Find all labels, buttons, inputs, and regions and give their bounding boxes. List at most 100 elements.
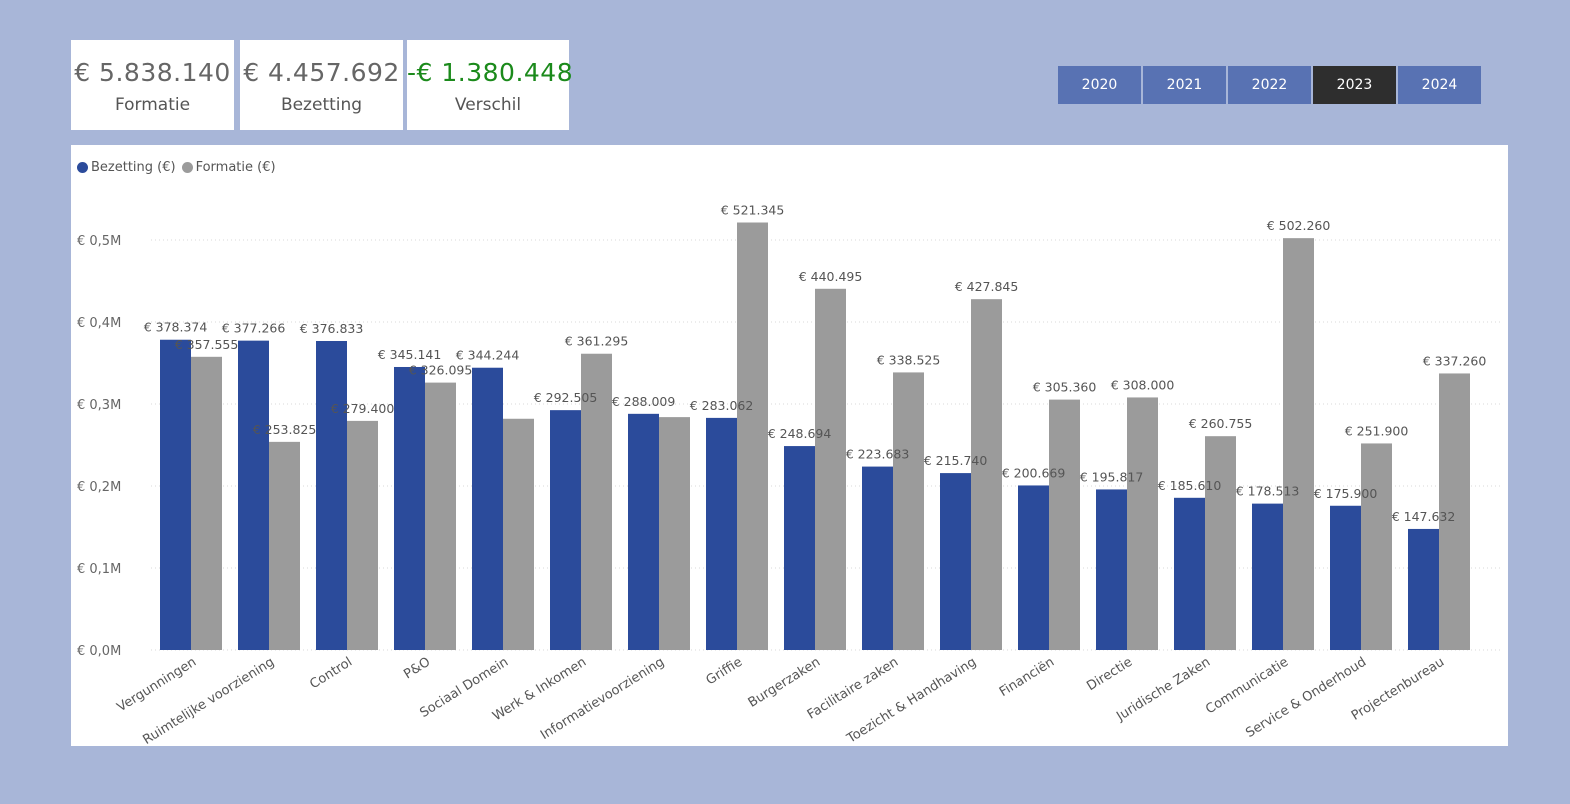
x-category-label: Toezicht & Handhaving [844,655,979,746]
legend-label-formatie: Formatie (€) [195,160,276,175]
data-label-bezetting: € 248.694 [768,426,832,441]
kpi-formatie-card: € 5.838.140 Formatie [71,40,234,130]
data-label-formatie: € 337.260 [1423,353,1487,368]
data-label-formatie: € 326.095 [409,363,473,378]
data-label-formatie: € 521.345 [721,202,785,217]
data-label-formatie: € 260.755 [1189,416,1253,431]
data-label-formatie: € 308.000 [1111,377,1175,392]
bar-bezetting [550,410,581,650]
bar-bezetting [862,466,893,650]
y-tick-label: € 0,5M [77,234,121,249]
bar-bezetting [1408,528,1439,650]
data-label-formatie: € 253.825 [253,422,317,437]
data-label-formatie: € 251.900 [1345,423,1409,438]
bar-bezetting [316,340,347,650]
bar-bezetting [628,413,659,650]
kpi-bezetting-value: € 4.457.692 [243,58,400,87]
x-category-label: Informatievoorziening [538,655,667,743]
bar-formatie [893,372,924,650]
kpi-verschil-label: Verschil [454,95,522,115]
data-label-formatie: € 502.260 [1267,218,1331,233]
x-category-label: Griffie [704,655,746,689]
bar-formatie [503,418,534,650]
year-button-2023[interactable]: 2023 [1313,66,1396,104]
bar-bezetting [1252,503,1283,650]
legend-label-bezetting: Bezetting (€) [91,160,176,175]
data-label-bezetting: € 175.900 [1314,486,1378,501]
bar-bezetting [1174,497,1205,650]
data-label-bezetting: € 288.009 [612,394,676,409]
data-label-formatie: € 361.295 [565,334,629,349]
legend-item-formatie[interactable]: Formatie (€) [181,160,276,175]
kpi-formatie-label: Formatie [114,95,191,115]
data-label-formatie: € 338.525 [877,352,941,367]
data-label-bezetting: € 223.683 [846,447,910,462]
bar-formatie [581,353,612,650]
bar-formatie [269,441,300,650]
x-category-label: Financiën [997,655,1057,700]
bar-formatie [347,420,378,650]
data-label-formatie: € 440.495 [799,269,863,284]
y-tick-label: € 0,0M [77,644,121,659]
data-label-formatie: € 357.555 [175,337,239,352]
data-label-formatie: € 427.845 [955,279,1019,294]
legend-item-bezetting[interactable]: Bezetting (€) [77,160,176,175]
bar-formatie [1205,436,1236,650]
bar-chart: € 0,0M € 0,1M € 0,2M € 0,3M € 0,4M € 0,5M € 37… [77,202,1501,746]
bar-bezetting [1096,489,1127,650]
bar-formatie [737,222,768,650]
legend-dot-formatie-icon [181,162,193,173]
data-label-bezetting: € 344.244 [456,348,520,363]
year-button-2021[interactable]: 2021 [1143,66,1226,104]
bar-bezetting [394,366,425,650]
bar-formatie [1127,397,1158,650]
bar-formatie [1283,238,1314,650]
data-label-bezetting: € 185.610 [1158,478,1222,493]
kpi-bezetting-card: € 4.457.692 Bezetting [240,40,403,130]
bar-formatie [815,288,846,650]
x-category-label: Ruimtelijke voorziening [140,655,277,746]
kpi-verschil-value: -€ 1.380.448 [407,58,574,87]
year-button-2024[interactable]: 2024 [1398,66,1481,104]
bar-formatie [1439,373,1470,650]
data-label-bezetting: € 178.513 [1236,484,1300,499]
year-button-2022[interactable]: 2022 [1228,66,1311,104]
bar-formatie [971,299,1002,650]
kpi-formatie-value: € 5.838.140 [74,58,231,87]
y-tick-label: € 0,2M [77,480,121,495]
bar-bezetting [940,473,971,650]
data-label-formatie: € 279.400 [331,401,395,416]
data-label-bezetting: € 292.505 [534,390,598,405]
data-label-bezetting: € 147.632 [1392,509,1456,524]
data-label-bezetting: € 215.740 [924,453,988,468]
y-tick-label: € 0,4M [77,316,121,331]
bar-chart-panel: Bezetting (€) Formatie (€) € 0,0M € 0,1M €… [71,145,1508,746]
bar-bezetting [784,446,815,650]
x-category-label: P&O [401,655,433,683]
data-label-bezetting: € 378.374 [144,320,208,335]
x-category-label: Control [307,655,355,693]
data-label-bezetting: € 345.141 [378,347,442,362]
bar-formatie [425,382,456,650]
bar-bezetting [1018,485,1049,650]
data-label-bezetting: € 376.833 [300,321,364,336]
kpi-verschil-card: -€ 1.380.448 Verschil [407,40,574,130]
year-button-2020[interactable]: 2020 [1058,66,1141,104]
data-label-bezetting: € 195.817 [1080,469,1144,484]
bar-bezetting [160,339,191,650]
x-category-label: Directie [1084,655,1135,695]
data-label-formatie: € 305.360 [1033,380,1097,395]
x-category-label: Burgerzaken [746,655,823,711]
bar-bezetting [472,367,503,650]
bar-formatie [191,356,222,650]
data-label-bezetting: € 200.669 [1002,465,1066,480]
y-tick-label: € 0,3M [77,398,121,413]
bar-formatie [1049,399,1080,650]
y-tick-label: € 0,1M [77,562,121,577]
kpi-bezetting-label: Bezetting [280,95,363,115]
bar-bezetting [238,340,269,650]
legend-dot-bezetting-icon [77,162,88,173]
year-slicer: 2020 2021 2022 2023 2024 [1058,66,1481,104]
bar-formatie [659,417,690,650]
chart-legend: Bezetting (€) Formatie (€) [77,160,276,175]
